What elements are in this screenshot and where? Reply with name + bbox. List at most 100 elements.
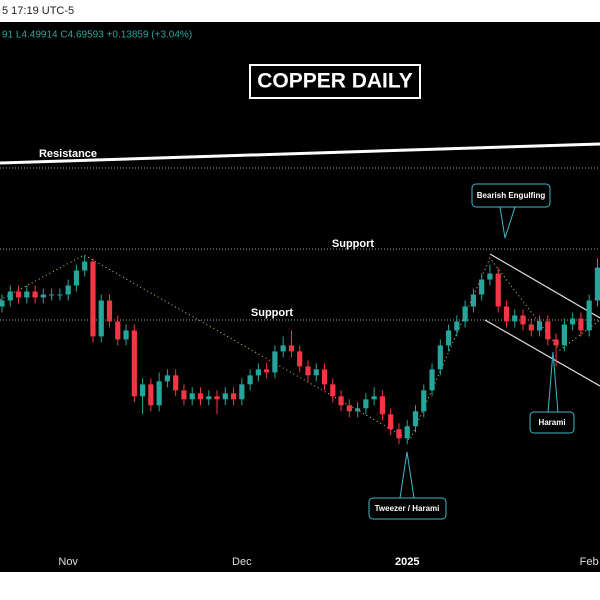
candle-body [73, 270, 80, 286]
candle-body [479, 279, 485, 295]
candle-body [346, 405, 352, 412]
candle-body [487, 273, 493, 280]
candle-body [561, 324, 567, 346]
candle-body [528, 324, 534, 331]
candle-body [222, 393, 228, 400]
header-time: 5 17:19 UTC-5 [2, 5, 74, 17]
candle-body [520, 315, 526, 325]
callout-box [471, 183, 551, 208]
candle-body [164, 375, 170, 382]
candle-body [106, 300, 113, 322]
candle-body [553, 339, 559, 346]
candle-body [503, 306, 510, 322]
candle-body [49, 294, 55, 296]
candle-body [570, 318, 576, 325]
header-ohlc: 91 L4.49914 C4.69593 +0.13859 (+3.04%) [2, 30, 192, 41]
candle-body [82, 261, 88, 271]
candle-body [156, 381, 162, 406]
candle-body [313, 369, 319, 376]
candle-body [321, 369, 328, 385]
candle-body [586, 300, 592, 331]
candle-body [280, 345, 286, 352]
candle-body [272, 351, 278, 373]
candle-body [230, 393, 237, 400]
annotation: Harami [538, 418, 565, 427]
candle-body [90, 261, 96, 337]
candle-body [512, 315, 518, 322]
x-tick-label: Nov [58, 556, 78, 568]
candle-body [288, 345, 295, 352]
candle-body [338, 396, 344, 406]
candle-body [454, 321, 460, 331]
candle-body [412, 411, 419, 427]
candle-body [0, 300, 5, 307]
annotation: Support [251, 307, 293, 319]
candle-body [15, 291, 22, 298]
x-tick-label: 2025 [395, 556, 419, 568]
candle-body [189, 393, 195, 400]
candle-body [470, 294, 476, 307]
candle-body [330, 384, 336, 397]
candle-body [139, 384, 146, 397]
candle-body [536, 321, 543, 331]
candle-body [297, 351, 303, 367]
candle-body [239, 384, 245, 400]
candle-body [98, 300, 104, 337]
annotation: Support [332, 238, 374, 250]
bottom-bar [0, 572, 600, 600]
candle-body [173, 375, 179, 391]
channel-line [489, 253, 600, 319]
candle-body [388, 414, 394, 430]
candle-body [495, 273, 501, 307]
candle-body [214, 396, 220, 400]
candle-body [355, 408, 361, 412]
candle-body [197, 393, 204, 400]
candle-body [363, 399, 369, 409]
candle-body [404, 426, 410, 439]
candle-body [578, 318, 584, 331]
top-bar [0, 0, 600, 22]
candle-body [7, 291, 13, 301]
candle-body [305, 366, 311, 376]
candle-body [206, 396, 212, 400]
candle-body [115, 321, 121, 340]
candle-body [181, 390, 187, 400]
candle-body [40, 294, 46, 298]
candle-body [123, 330, 129, 340]
annotation: Bearish Engulfing [477, 191, 546, 200]
candle-body [421, 390, 427, 412]
candle-body [462, 306, 468, 322]
candle-body [24, 291, 30, 298]
candle-body [379, 396, 386, 415]
candle-body [57, 294, 63, 296]
callout-box [529, 411, 575, 434]
candle-body [396, 429, 402, 439]
candle-body [371, 396, 377, 400]
candle-body [131, 330, 137, 397]
annotation: Resistance [39, 148, 97, 160]
candle-body [247, 375, 253, 385]
candle-body [148, 384, 154, 406]
candle-body [437, 345, 443, 370]
callout-box [368, 497, 447, 520]
candle-body [429, 369, 435, 391]
callout-pointer [399, 451, 415, 499]
resistance-line [0, 142, 600, 165]
x-tick-label: Dec [232, 556, 252, 568]
annotation: Tweezer / Harami [375, 504, 440, 513]
callout-pointer [499, 206, 516, 239]
x-tick-label: Feb [580, 556, 599, 568]
candle-body [32, 291, 38, 298]
candle-body [445, 330, 452, 346]
title-box [249, 64, 421, 99]
callout-pointer [547, 351, 559, 414]
candle-body [264, 369, 270, 373]
candles [0, 255, 600, 445]
candle-body [594, 267, 600, 301]
plot-area [0, 22, 600, 572]
chart-title: COPPER DAILY [257, 70, 413, 93]
candle-body [545, 321, 551, 340]
candle-body [255, 369, 261, 376]
